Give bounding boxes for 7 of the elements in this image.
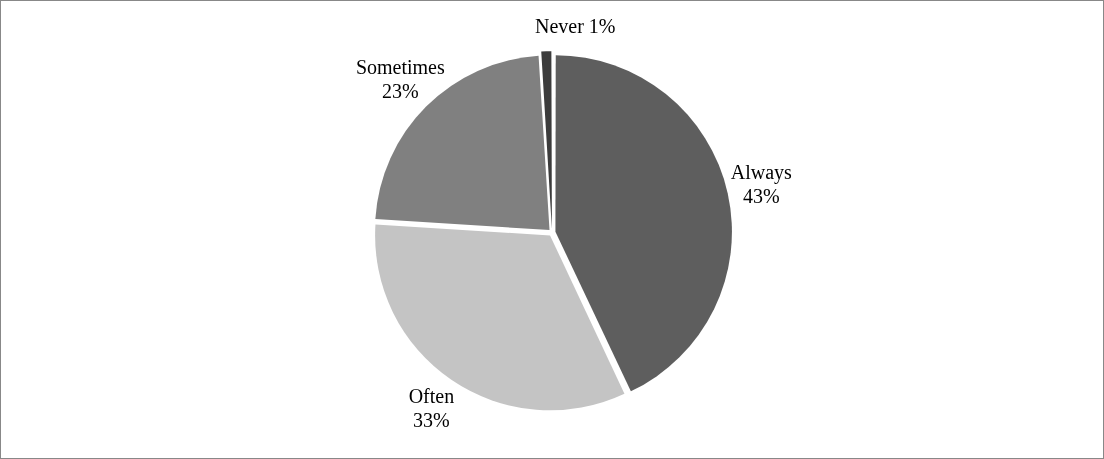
data-label: 33% (413, 409, 450, 432)
slice-label: Often (408, 385, 455, 408)
data-label: 23% (381, 80, 419, 103)
slice-label: Never 1% (535, 15, 616, 38)
data-label: 43% (743, 184, 780, 207)
slice-label: Always (730, 160, 793, 184)
slice-label: Sometimes (355, 56, 445, 79)
